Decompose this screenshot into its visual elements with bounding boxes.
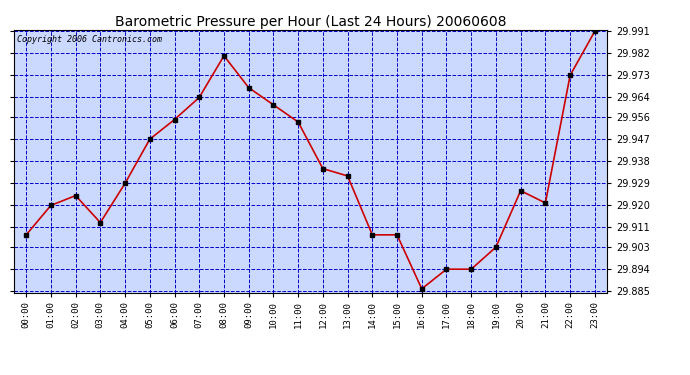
Text: Copyright 2006 Cantronics.com: Copyright 2006 Cantronics.com <box>17 35 161 44</box>
Title: Barometric Pressure per Hour (Last 24 Hours) 20060608: Barometric Pressure per Hour (Last 24 Ho… <box>115 15 506 29</box>
